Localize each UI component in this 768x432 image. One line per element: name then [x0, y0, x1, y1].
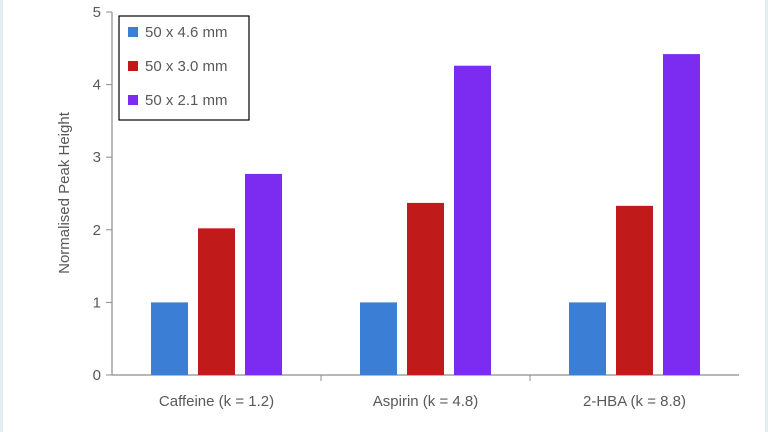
bar — [360, 302, 397, 375]
legend-swatch — [128, 27, 138, 37]
legend-swatch — [128, 95, 138, 105]
legend-label: 50 x 3.0 mm — [145, 58, 228, 75]
y-tick-label: 3 — [93, 149, 101, 166]
bar — [407, 202, 444, 375]
legend-swatch — [128, 61, 138, 71]
legend: 50 x 4.6 mm 50 x 3.0 mm 50 x 2.1 mm — [118, 15, 250, 121]
y-tick-label: 5 — [93, 4, 101, 21]
x-tick-label: Caffeine (k = 1.2) — [159, 393, 274, 410]
bar — [245, 173, 282, 375]
y-tick-label: 0 — [93, 367, 101, 384]
bar — [454, 65, 491, 375]
y-tick-label: 1 — [93, 294, 101, 311]
y-axis-label: Normalised Peak Height — [56, 111, 73, 274]
x-tick-label: Aspirin (k = 4.8) — [373, 393, 478, 410]
bar — [616, 205, 653, 375]
bar — [151, 302, 188, 375]
tick-labels: 0 1 2 3 4 5 Caffeine (k = 1.2) Aspirin (k = 4.8… — [93, 4, 686, 410]
bar — [569, 302, 606, 375]
legend-box — [118, 15, 250, 121]
bar-chart: 0 1 2 3 4 5 Caffeine (k = 1.2) Aspirin (k = 4.8… — [56, 4, 739, 410]
y-tick-label: 4 — [93, 77, 101, 94]
y-tick-label: 2 — [93, 222, 101, 239]
legend-label: 50 x 2.1 mm — [145, 92, 228, 109]
legend-label: 50 x 4.6 mm — [145, 24, 228, 41]
bars — [151, 54, 700, 375]
x-tick-label: 2-HBA (k = 8.8) — [583, 393, 686, 410]
bar — [198, 228, 235, 375]
bar — [663, 54, 700, 375]
